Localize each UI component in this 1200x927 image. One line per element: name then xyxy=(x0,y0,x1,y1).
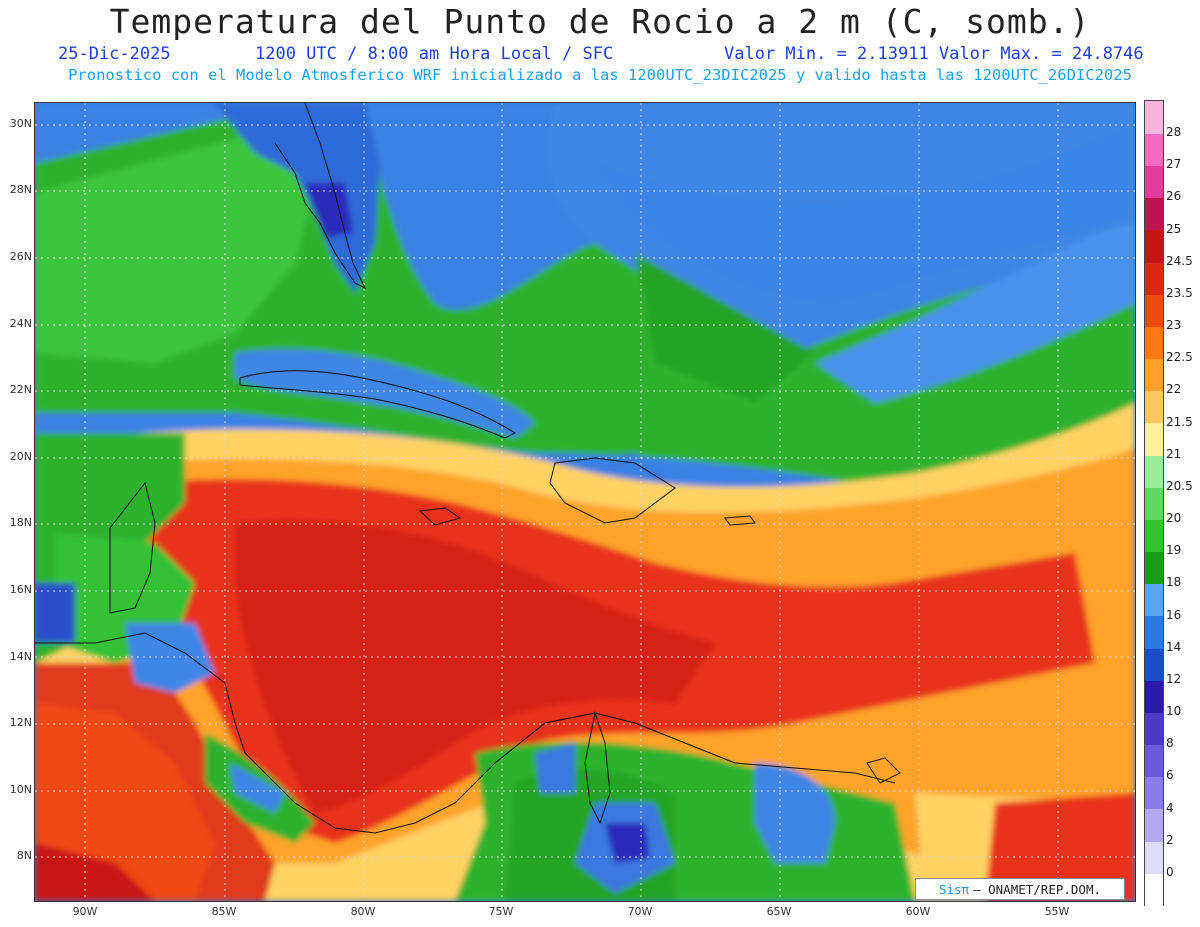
colorbar-cell xyxy=(1145,712,1163,746)
colorbar-cell xyxy=(1145,101,1163,134)
colorbar-cell xyxy=(1145,872,1163,906)
colorbar-level-label: 28 xyxy=(1166,125,1182,140)
colorbar xyxy=(1144,100,1164,906)
colorbar-cell xyxy=(1145,519,1163,553)
colorbar-cell xyxy=(1145,776,1163,810)
colorbar-cell xyxy=(1145,679,1163,713)
colorbar-cell xyxy=(1145,422,1163,456)
colorbar-cell xyxy=(1145,808,1163,842)
valid-date: 25-Dic-2025 xyxy=(58,44,171,64)
colorbar-cell xyxy=(1145,261,1163,295)
lat-label: 12N xyxy=(9,716,32,729)
colorbar-cell xyxy=(1145,358,1163,392)
lat-label: 14N xyxy=(9,650,32,663)
lon-label: 80W xyxy=(350,905,376,918)
lat-label: 8N xyxy=(16,849,32,862)
lat-label: 16N xyxy=(9,583,32,596)
colorbar-cell xyxy=(1145,197,1163,231)
colorbar-cell xyxy=(1145,165,1163,199)
colorbar-level-label: 14 xyxy=(1166,639,1182,654)
colorbar-level-label: 21.5 xyxy=(1166,414,1193,429)
colorbar-level-label: 23.5 xyxy=(1166,285,1193,300)
colorbar-level-label: 26 xyxy=(1166,189,1182,204)
colorbar-level-label: 6 xyxy=(1166,768,1174,783)
colorbar-level-label: 21 xyxy=(1166,446,1182,461)
colorbar-level-label: 0 xyxy=(1166,864,1174,879)
colorbar-level-label: 2 xyxy=(1166,832,1174,847)
lat-label: 30N xyxy=(9,117,32,130)
map-canvas xyxy=(35,103,1135,901)
lon-label: 55W xyxy=(1044,905,1070,918)
colorbar-cell xyxy=(1145,840,1163,874)
lon-label: 60W xyxy=(905,905,931,918)
colorbar-level-label: 19 xyxy=(1166,543,1182,558)
credit-text: – ONAMET/REP.DOM. xyxy=(973,881,1102,897)
colorbar-level-label: 22.5 xyxy=(1166,350,1193,365)
colorbar-level-label: 12 xyxy=(1166,671,1182,686)
lon-label: 65W xyxy=(766,905,792,918)
min-max-values: Valor Min. = 2.13911 Valor Max. = 24.874… xyxy=(724,44,1144,64)
credit-brand: Sisπ xyxy=(938,881,970,897)
colorbar-cell xyxy=(1145,744,1163,778)
colorbar-cell xyxy=(1145,551,1163,585)
lat-label: 28N xyxy=(9,183,32,196)
colorbar-level-label: 20 xyxy=(1166,511,1182,526)
colorbar-level-label: 16 xyxy=(1166,607,1182,622)
lat-label: 22N xyxy=(9,383,32,396)
colorbar-level-label: 23 xyxy=(1166,318,1182,333)
dewpoint-map xyxy=(34,102,1136,902)
colorbar-level-label: 24.5 xyxy=(1166,253,1193,268)
colorbar-cell xyxy=(1145,454,1163,488)
colorbar-cell xyxy=(1145,133,1163,167)
lat-label: 10N xyxy=(9,783,32,796)
colorbar-level-label: 20.5 xyxy=(1166,478,1193,493)
colorbar-cell xyxy=(1145,615,1163,649)
valid-time: 1200 UTC / 8:00 am Hora Local / SFC xyxy=(255,44,614,64)
lon-label: 90W xyxy=(72,905,98,918)
colorbar-cell xyxy=(1145,583,1163,617)
colorbar-level-label: 18 xyxy=(1166,575,1182,590)
colorbar-cell xyxy=(1145,326,1163,360)
colorbar-cell xyxy=(1145,486,1163,520)
colorbar-cell xyxy=(1145,647,1163,681)
forecast-info: Pronostico con el Modelo Atmosferico WRF… xyxy=(68,66,1132,84)
colorbar-level-label: 10 xyxy=(1166,704,1182,719)
coastlines xyxy=(35,103,901,834)
colorbar-level-label: 27 xyxy=(1166,157,1182,172)
graticule xyxy=(35,103,1135,901)
lat-label: 20N xyxy=(9,450,32,463)
colorbar-cell xyxy=(1145,229,1163,263)
colorbar-cell xyxy=(1145,293,1163,327)
colorbar-cell xyxy=(1145,390,1163,424)
lon-label: 85W xyxy=(211,905,237,918)
credit-box: Sisπ – ONAMET/REP.DOM. xyxy=(915,878,1125,900)
colorbar-level-label: 4 xyxy=(1166,800,1174,815)
lon-label: 75W xyxy=(488,905,514,918)
lat-label: 24N xyxy=(9,317,32,330)
map-title: Temperatura del Punto de Rocio a 2 m (C,… xyxy=(109,2,1091,41)
lat-label: 26N xyxy=(9,250,32,263)
lat-label: 18N xyxy=(9,516,32,529)
colorbar-level-label: 25 xyxy=(1166,221,1182,236)
lon-label: 70W xyxy=(627,905,653,918)
colorbar-level-label: 8 xyxy=(1166,736,1174,751)
colorbar-level-label: 22 xyxy=(1166,382,1182,397)
